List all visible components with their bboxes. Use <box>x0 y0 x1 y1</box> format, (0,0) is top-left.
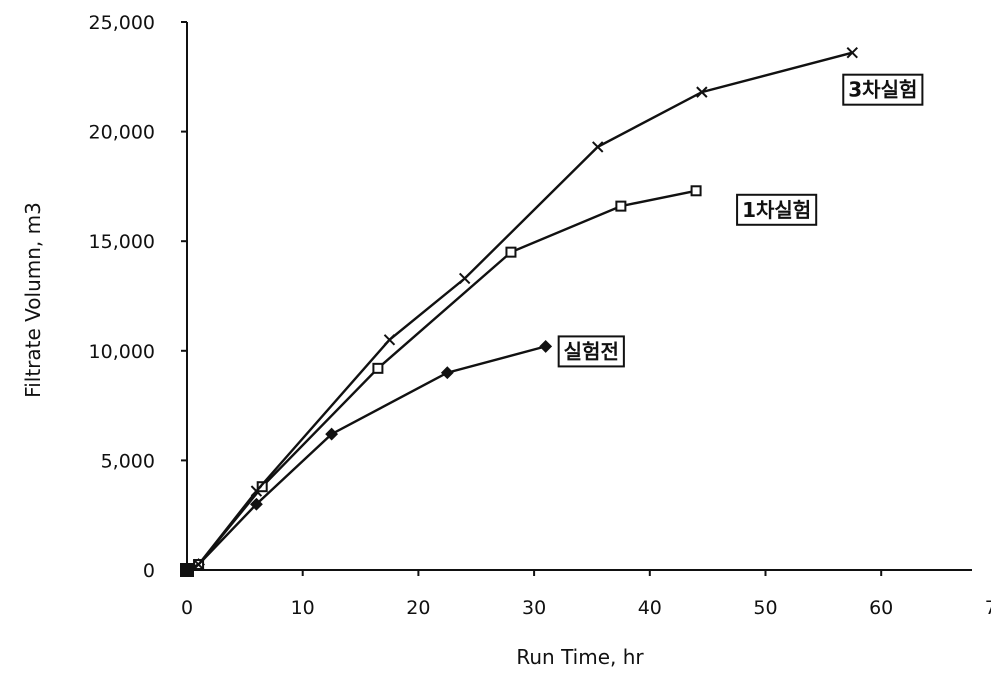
y-tick-label: 15,000 <box>89 231 155 253</box>
series-3 <box>182 48 857 575</box>
data-point-x <box>460 273 470 283</box>
series-1 <box>182 341 551 575</box>
x-ticks: 0 10 20 30 40 50 60 70 <box>181 570 991 619</box>
data-point-x <box>593 142 603 152</box>
series-line <box>187 191 696 570</box>
data-point-diamond <box>541 341 551 351</box>
series-layer <box>180 48 857 577</box>
y-tick-label: 10,000 <box>89 341 155 363</box>
origin-marker <box>180 563 194 577</box>
x-tick-label: 40 <box>638 597 662 619</box>
series-2 <box>183 186 701 574</box>
x-tick-label: 20 <box>406 597 430 619</box>
data-point-square <box>373 364 382 373</box>
data-point-square <box>616 202 625 211</box>
y-tick-label: 5,000 <box>101 450 155 472</box>
data-point-square <box>692 186 701 195</box>
y-tick-label: 25,000 <box>89 12 155 34</box>
x-tick-label: 10 <box>291 597 315 619</box>
data-point-square <box>506 248 515 257</box>
data-point-x <box>384 335 394 345</box>
y-ticks: 0 5,000 10,000 15,000 20,000 25,000 <box>89 12 187 582</box>
y-tick-label: 0 <box>143 560 155 582</box>
x-tick-label: 0 <box>181 597 193 619</box>
series-callout-label: 1차실험 <box>742 198 811 222</box>
data-point-diamond <box>442 368 452 378</box>
series-callout-label: 실험전 <box>564 339 619 363</box>
x-tick-label: 60 <box>869 597 893 619</box>
series-line <box>187 53 852 570</box>
y-axis-title: Filtrate Volumn, m3 <box>21 202 45 398</box>
x-tick-label: 50 <box>753 597 777 619</box>
x-tick-label: 30 <box>522 597 546 619</box>
y-tick-label: 20,000 <box>89 122 155 144</box>
x-tick-label: 70 <box>985 597 991 619</box>
series-callouts: 실험전 1차실험 3차실험 <box>559 75 923 367</box>
series-callout-label: 3차실험 <box>848 78 917 102</box>
x-axis-title: Run Time, hr <box>516 645 644 669</box>
